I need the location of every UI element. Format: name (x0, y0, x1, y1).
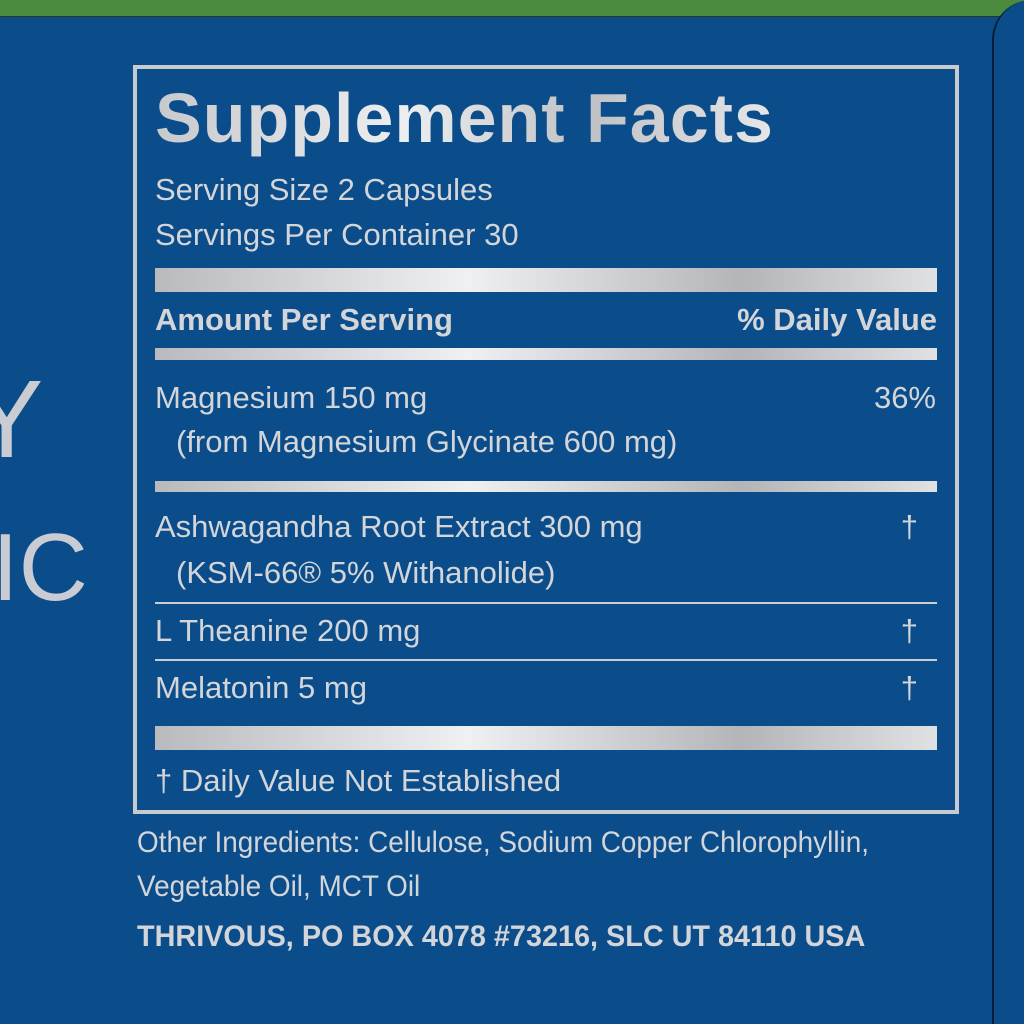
divider-medium (155, 348, 937, 360)
divider-thick (155, 268, 937, 292)
row-sub: (KSM-66® 5% Withanolide) (176, 555, 556, 590)
divider-thin (155, 602, 937, 604)
header-daily-value: % Daily Value (737, 302, 937, 337)
supplement-facts-panel (133, 65, 959, 814)
other-ingredients-line-2: Vegetable Oil, MCT Oil (137, 870, 421, 903)
row-name: L Theanine 200 mg (155, 613, 421, 648)
row-name: Ashwagandha Root Extract 300 mg (155, 509, 643, 544)
facts-title: Supplement Facts (155, 79, 774, 157)
divider-thick (155, 726, 937, 750)
divider-thin (155, 659, 937, 661)
row-dv: † (900, 509, 918, 544)
row-dv: † (900, 670, 918, 705)
row-name: Magnesium 150 mg (155, 380, 428, 415)
serving-size: Serving Size 2 Capsules (155, 172, 493, 207)
top-green-band (0, 0, 1024, 17)
row-name: Melatonin 5 mg (155, 670, 367, 705)
side-brand-text-2: IC (0, 514, 88, 621)
bottle-edge (992, 0, 1024, 1024)
divider-medium (155, 481, 937, 492)
row-sub: (from Magnesium Glycinate 600 mg) (176, 424, 678, 459)
row-dv: † (900, 613, 918, 648)
other-ingredients-line-1: Other Ingredients: Cellulose, Sodium Cop… (137, 826, 869, 859)
row-dv: 36% (873, 380, 936, 415)
header-amount: Amount Per Serving (155, 302, 453, 337)
servings-per-container: Servings Per Container 30 (155, 217, 519, 252)
manufacturer-address: THRIVOUS, PO BOX 4078 #73216, SLC UT 841… (137, 920, 866, 953)
footnote: † Daily Value Not Established (155, 763, 562, 798)
side-brand-text-1: Y (0, 358, 44, 481)
